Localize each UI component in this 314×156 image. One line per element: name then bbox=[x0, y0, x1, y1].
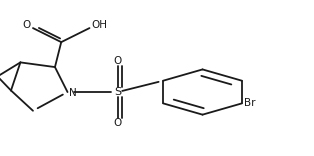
Text: O: O bbox=[22, 20, 30, 30]
Text: OH: OH bbox=[91, 20, 107, 30]
Text: N: N bbox=[69, 88, 76, 98]
Text: O: O bbox=[114, 118, 122, 128]
Text: O: O bbox=[114, 56, 122, 66]
Text: S: S bbox=[114, 87, 121, 97]
Text: Br: Br bbox=[245, 98, 256, 108]
